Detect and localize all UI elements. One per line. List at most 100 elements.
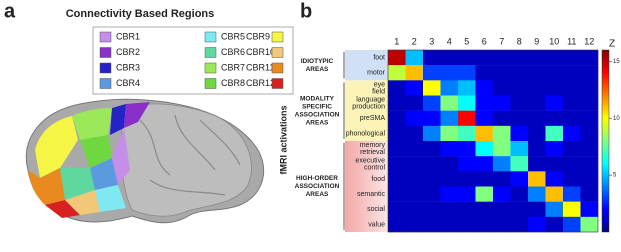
row-label: phonological (346, 130, 386, 137)
heatmap-cell (580, 216, 599, 233)
heatmap-cell (405, 171, 424, 187)
heatmap-cell (563, 141, 581, 157)
legend-swatch (99, 47, 112, 58)
heatmap-cell (440, 80, 459, 96)
heatmap-cell (475, 201, 494, 218)
group-label: ASSOCIATION (295, 111, 340, 118)
heatmap-cell (528, 65, 546, 81)
heatmap-cell (528, 50, 546, 66)
heatmap-cell (510, 80, 529, 96)
legend-swatch (204, 47, 217, 58)
heatmap-cell (510, 201, 529, 218)
heatmap-cell (545, 95, 564, 111)
legend-text: CBR12 (246, 78, 275, 88)
heatmap-cell (493, 125, 511, 142)
column-label: 8 (517, 36, 522, 46)
heatmap-cell (545, 201, 564, 218)
heatmap-cell (475, 156, 494, 172)
heatmap-cell (510, 216, 529, 233)
row-label: eye field (372, 81, 385, 95)
heatmap-cell (458, 95, 476, 111)
heatmap-cell (405, 216, 424, 233)
column-label: 12 (584, 36, 594, 46)
heatmap-cell (493, 65, 511, 81)
heatmap-cell (423, 216, 441, 233)
heatmap-cell (388, 95, 406, 111)
heatmap-cell (510, 65, 529, 81)
heatmap-cell (510, 110, 529, 127)
heatmap-cell (545, 156, 564, 172)
group-label: HIGH-ORDER (296, 175, 338, 182)
heatmap-cell (510, 125, 529, 142)
heatmap-cell (528, 186, 546, 202)
heatmap-cell (423, 156, 441, 172)
heatmap-cell (563, 65, 581, 81)
legend-text: CBR4 (116, 78, 140, 88)
heatmap-cell (545, 110, 564, 127)
colorbar-tick-label: 5 (613, 173, 617, 179)
legend-text: CBR8 (221, 78, 245, 88)
heatmap-cell (545, 141, 564, 157)
row-label: motor (367, 70, 386, 77)
colorbar-label: Z (609, 39, 615, 50)
legend-text: CBR1 (116, 31, 140, 41)
legend-swatch (271, 62, 284, 74)
heatmap-cell (580, 201, 599, 218)
heatmap-cell (580, 50, 599, 66)
heatmap: IDIOTYPICAREASMODALITYSPECIFICASSOCIATIO… (295, 36, 620, 233)
legend-title: Connectivity Based Regions (66, 8, 215, 20)
heatmap-cell (528, 171, 546, 187)
heatmap-cell (545, 171, 564, 187)
group-label: IDIOTYPIC (301, 58, 334, 65)
heatmap-cell (580, 125, 599, 142)
heatmap-cell (405, 125, 424, 142)
heatmap-cell (528, 80, 546, 96)
legend-text: CBR11 (246, 62, 274, 72)
heatmap-cell (475, 110, 494, 127)
heatmap-cell (563, 171, 581, 187)
heatmap-cell (405, 65, 424, 81)
heatmap-cell (388, 50, 406, 66)
heatmap-cell (545, 65, 564, 81)
heatmap-cell (388, 65, 406, 81)
heatmap-cell (493, 201, 511, 218)
group-band (345, 141, 388, 232)
heatmap-cell (475, 95, 494, 111)
heatmap-cell (545, 80, 564, 96)
heatmap-cell (493, 80, 511, 96)
heatmap-cell (388, 110, 406, 127)
heatmap-cell (563, 186, 581, 202)
heatmap-cell (510, 141, 529, 157)
heatmap-cell (563, 201, 581, 218)
row-label: social (367, 206, 385, 213)
heatmap-cell (475, 216, 494, 233)
heatmap-cell (458, 80, 476, 96)
column-label: 5 (464, 36, 469, 46)
column-label: 10 (549, 36, 559, 46)
legend: CBR1 CBR2 CBR3 CBR4 CBR5 CBR6 CBR7 CBR8 CBR9 CBR1… (99, 31, 284, 89)
heatmap-cell (493, 171, 511, 187)
heatmap-cell (458, 186, 476, 202)
heatmap-cell (440, 171, 459, 187)
heatmap-cell (475, 141, 494, 157)
heatmap-frame (387, 49, 599, 233)
heatmap-cell (493, 156, 511, 172)
legend-text: CBR2 (116, 47, 140, 57)
legend-swatch (204, 62, 217, 74)
legend-swatch (99, 31, 112, 43)
heatmap-cell (545, 216, 564, 233)
heatmap-cell (405, 186, 424, 202)
brain-illustration (25, 98, 265, 224)
column-label: 9 (534, 36, 539, 46)
heatmap-cell (440, 186, 459, 202)
heatmap-cell (580, 65, 599, 81)
legend-text: CBR10 (246, 47, 275, 57)
heatmap-cell (580, 156, 599, 172)
group-label: ASSOCIATION (295, 183, 340, 190)
heatmap-cell (405, 141, 424, 157)
heatmap-cell (563, 80, 581, 96)
heatmap-cell (545, 50, 564, 66)
heatmap-cell (493, 186, 511, 202)
column-label: 11 (567, 36, 576, 46)
group-label: AREAS (306, 191, 329, 198)
